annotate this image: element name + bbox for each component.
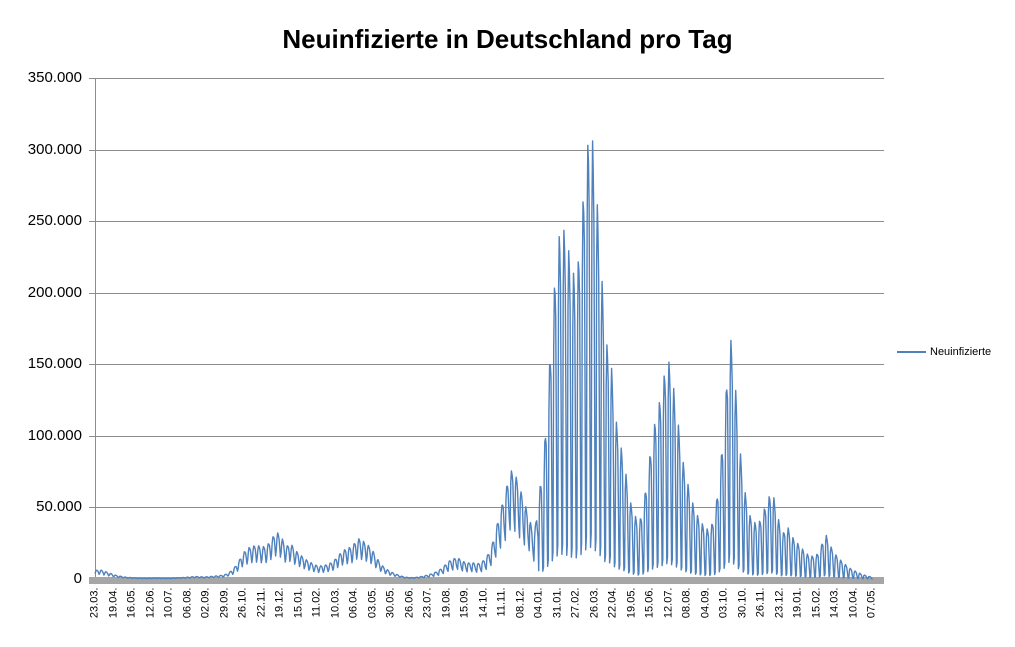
x-axis-tick-label: 22.04. bbox=[606, 587, 619, 619]
y-axis-tick-label: 200.000 bbox=[27, 283, 82, 301]
x-axis-tick-label: 10.04. bbox=[847, 587, 859, 619]
x-axis-tick-label: 10.03. bbox=[329, 587, 341, 619]
x-axis-tick-label: 30.05. bbox=[384, 587, 397, 619]
x-axis-tick-label: 03.10. bbox=[717, 587, 730, 619]
legend: Neuinfizierte bbox=[897, 346, 991, 358]
x-axis-tick-label: 04.01. bbox=[532, 587, 545, 619]
x-axis-tick-label: 23.03. bbox=[88, 587, 101, 619]
x-axis-tick-label: 15.06. bbox=[643, 587, 656, 619]
x-axis-tick-label: 26.06. bbox=[403, 587, 415, 619]
x-axis-tick-label: 19.01. bbox=[791, 587, 804, 619]
x-axis-tick-label: 22.11. bbox=[255, 587, 267, 618]
x-axis-tick-label: 30.10. bbox=[736, 587, 748, 619]
x-axis-tick-label: 15.09. bbox=[458, 587, 471, 619]
x-axis-tick-label: 19.05. bbox=[625, 587, 637, 619]
x-axis-tick-label: 16.05. bbox=[125, 587, 138, 619]
x-axis-tick-label: 11.11. bbox=[495, 587, 508, 617]
x-axis-tick-label: 11.02. bbox=[310, 587, 323, 618]
x-axis-tick-label: 03.05. bbox=[366, 587, 378, 619]
y-axis-tick-label: 250.000 bbox=[27, 212, 82, 230]
legend-label: Neuinfizierte bbox=[930, 346, 992, 358]
y-axis-tick-label: 50.000 bbox=[36, 498, 82, 516]
x-axis-tick-label: 15.01. bbox=[292, 587, 304, 619]
x-axis-tick-label: 26.03. bbox=[588, 587, 600, 619]
y-axis-tick-label: 150.000 bbox=[27, 355, 82, 373]
x-axis-tick-label: 29.09. bbox=[218, 587, 230, 619]
x-axis-tick-label: 19.04. bbox=[107, 587, 119, 619]
x-axis-tick-label: 23.12. bbox=[773, 587, 785, 619]
x-axis-tick-label: 12.06. bbox=[144, 587, 156, 619]
x-axis-tick-label: 15.02. bbox=[810, 587, 822, 619]
y-axis-tick-label: 0 bbox=[73, 570, 82, 587]
x-axis-tick-label: 14.03. bbox=[828, 587, 841, 619]
y-axis-tick-label: 300.000 bbox=[27, 140, 82, 158]
x-axis-tick-label: 02.09. bbox=[199, 587, 212, 619]
x-axis-tick-label: 14.10. bbox=[477, 587, 489, 619]
x-axis-tick-label: 12.07. bbox=[662, 587, 674, 619]
x-axis-bar bbox=[89, 577, 884, 584]
x-axis-tick-label: 31.01. bbox=[551, 587, 563, 619]
x-axis-tick-label: 06.08. bbox=[181, 587, 193, 619]
x-axis-tick-label: 06.04. bbox=[347, 587, 360, 619]
x-axis-tick-label: 07.05. bbox=[865, 587, 878, 619]
x-axis-tick-label: 27.02. bbox=[569, 587, 582, 619]
y-axis-tick-label: 350.000 bbox=[27, 69, 82, 86]
legend-line-marker bbox=[897, 351, 926, 353]
x-axis-tick-label: 08.12. bbox=[514, 587, 526, 619]
x-axis-tick-label: 26.10. bbox=[236, 587, 249, 619]
x-axis-tick-label: 08.08. bbox=[680, 587, 693, 619]
x-axis-tick-label: 26.11. bbox=[754, 587, 767, 618]
data-series-line bbox=[94, 140, 873, 580]
y-axis-tick-label: 100.000 bbox=[27, 426, 82, 444]
x-axis-tick-label: 04.09. bbox=[699, 587, 711, 619]
x-axis-tick-label: 23.07. bbox=[421, 587, 434, 619]
x-axis-tick-label: 19.12. bbox=[273, 587, 286, 619]
x-axis-tick-label: 10.07. bbox=[162, 587, 175, 619]
x-axis-tick-label: 19.08. bbox=[440, 587, 452, 619]
chart-title: Neuinfizierte in Deutschland pro Tag bbox=[282, 24, 733, 54]
